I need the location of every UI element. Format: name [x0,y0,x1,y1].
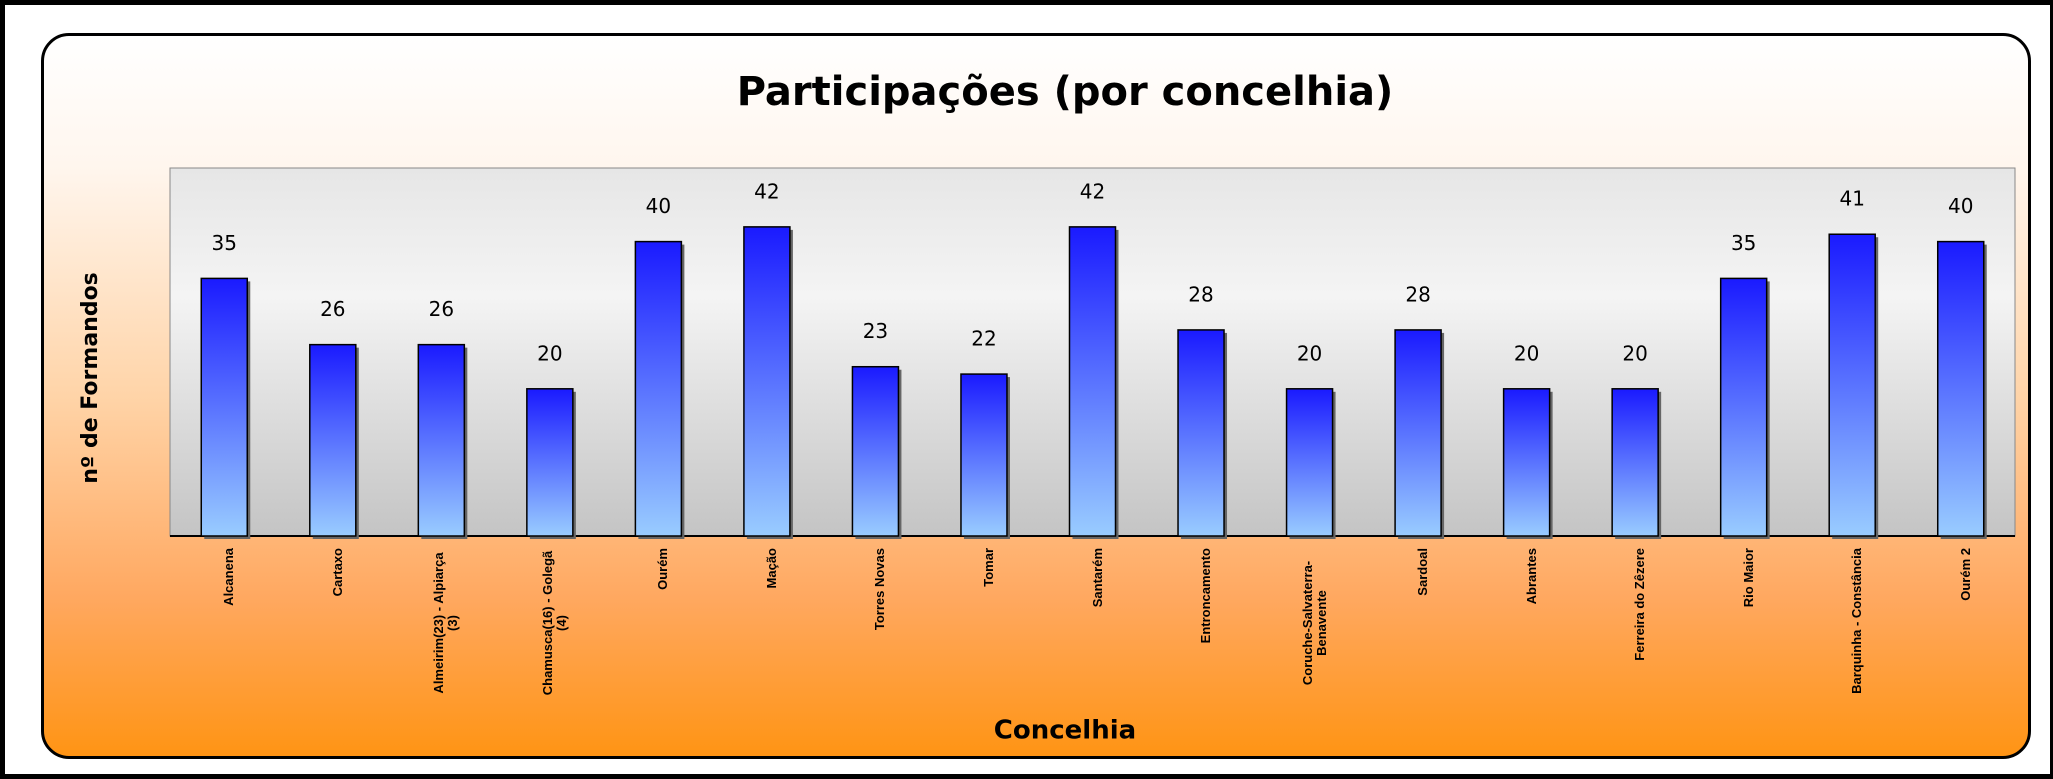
x-tick-label: Santarém [1089,548,1105,608]
bar [309,343,357,537]
bar [851,365,900,537]
bar [1394,329,1442,537]
bar [526,388,574,537]
data-label: 28 [1405,282,1430,306]
x-tick-label: Tomar [980,548,996,587]
data-label: 28 [1188,282,1213,306]
data-label: 42 [754,179,779,203]
x-tick-label: Almeirim(23) - Alpiarça (3) [431,552,461,694]
x-tick-label: Ferreira do Zêzere [1632,548,1648,661]
bar [1611,388,1659,537]
data-label: 40 [646,194,671,218]
x-tick-label: Barquinha - Constância [1849,548,1865,694]
x-axis-label: Concelhia [994,716,1136,746]
data-label: 20 [537,341,562,365]
data-label: 26 [320,297,345,321]
bar [1719,277,1768,537]
data-label: 20 [1622,341,1647,365]
x-tick-label: Entroncamento [1198,548,1214,644]
bar [960,373,1008,537]
chart-title: Participações (por concelhia) [737,69,1394,115]
y-axis-label: nº de Formandos [78,272,103,484]
bar [417,343,466,537]
chart: Participações (por concelhia) nº de Form… [78,69,2016,746]
bar [743,226,791,537]
data-label: 42 [1080,179,1105,203]
data-label: 20 [1297,341,1322,365]
x-tick-label: Mação [763,548,779,589]
x-tick-label: Torres Novas [872,548,888,631]
data-label: 22 [971,327,996,351]
bar [634,240,683,537]
bar [1285,388,1334,537]
bar [200,277,249,537]
data-label: 41 [1839,187,1864,211]
data-label: 20 [1514,341,1539,365]
x-tick-label: Ourém 2 [1957,548,1973,601]
bar [1177,329,1225,537]
data-label: 26 [429,297,454,321]
bar [1828,233,1876,537]
x-tick-label: Rio Maior [1740,548,1756,608]
x-tick-label: Sardoal [1415,548,1431,596]
x-tick-label: Cartaxo [329,548,345,597]
data-label: 35 [212,231,237,255]
x-tick-label: Chamusca(16) - Golegã (4) [539,550,569,696]
x-tick-label: Alcanena [221,548,237,606]
bar [1936,240,1985,537]
x-tick-label: Abrantes [1523,548,1539,605]
x-tick-label: Ourém [655,548,671,590]
data-label: 35 [1731,231,1756,255]
bar [1502,388,1551,537]
data-label: 23 [863,319,888,343]
data-label: 40 [1948,194,1973,218]
x-tick-label: Coruche-Salvaterra-Benavente [1299,560,1329,686]
bar [1068,226,1117,537]
